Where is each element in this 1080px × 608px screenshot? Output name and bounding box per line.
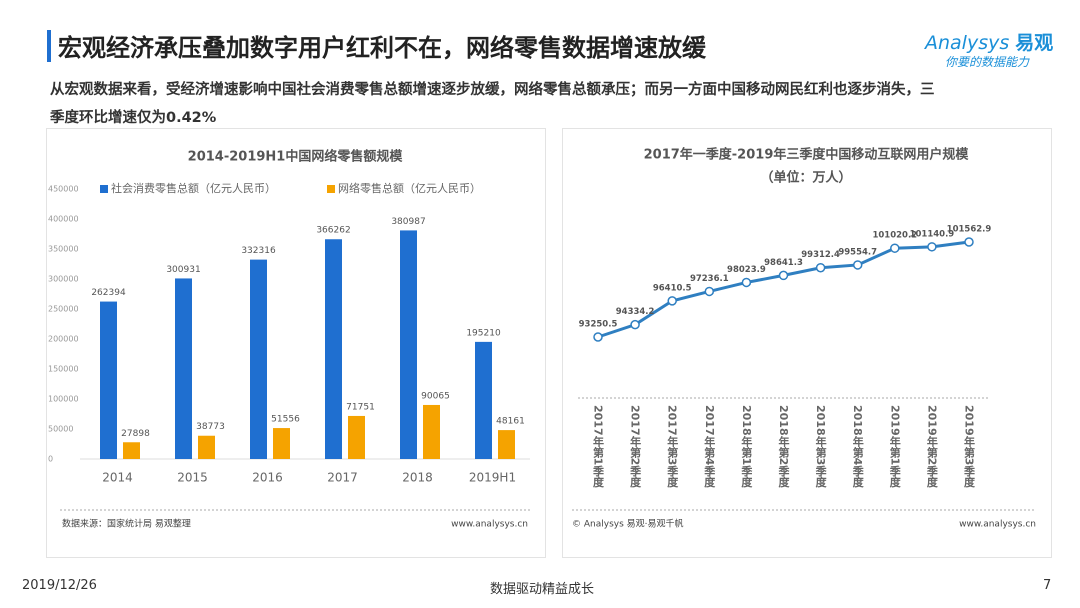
y-tick-label: 250000	[48, 305, 79, 314]
panel	[562, 128, 1052, 558]
point	[741, 277, 752, 288]
chart-title: 2014-2019H1中国网络零售额规模	[188, 149, 404, 165]
value-label: 195210	[466, 328, 501, 338]
value-label: 101020.2	[872, 231, 917, 241]
point	[667, 296, 677, 306]
x-tick-label: 2017年第1季度	[592, 405, 606, 488]
bar	[475, 341, 492, 459]
source: © Analysys 易观·易观千帆	[572, 518, 684, 530]
x-tick-label: 2018年第3季度	[814, 405, 828, 488]
site: www.analysys.cn	[959, 520, 1036, 530]
logo-slogan: 你要的数据能力	[945, 55, 1030, 69]
bar	[100, 301, 117, 459]
source: 数据来源：国家统计局 易观整理	[62, 518, 191, 530]
value-label: 99554.7	[838, 247, 877, 257]
y-tick-label: 300000	[48, 275, 79, 284]
y-tick-label: 100000	[48, 395, 79, 404]
y-tick-label: 50000	[48, 425, 73, 434]
subtitle-line: 季度环比增速仅为0.42%	[50, 110, 217, 126]
site: www.analysys.cn	[451, 520, 528, 530]
point	[890, 243, 900, 253]
legend-label: 网络零售总额（亿元人民币）	[338, 181, 481, 195]
x-tick-label: 2017年第3季度	[666, 405, 680, 488]
bar	[325, 239, 342, 459]
x-tick-label: 2017	[327, 471, 358, 485]
value-label: 38773	[196, 422, 225, 432]
title-accent	[47, 30, 51, 62]
value-label: 71751	[346, 402, 375, 412]
bar	[423, 404, 440, 459]
bar	[498, 430, 515, 459]
bar	[198, 435, 215, 459]
page-number: 7	[1043, 578, 1052, 593]
logo-cn: 易观	[1015, 32, 1054, 54]
x-tick-label: 2018	[402, 471, 433, 485]
logo: Analysys 易观	[925, 28, 1053, 55]
panel	[46, 128, 546, 558]
value-label: 98641.3	[764, 258, 803, 268]
y-tick-label: 350000	[48, 245, 79, 254]
bar	[123, 442, 140, 459]
chart-subtitle: （单位：万人）	[760, 170, 851, 186]
bar	[348, 415, 365, 459]
point	[852, 260, 863, 270]
x-tick-label: 2019年第1季度	[888, 405, 902, 488]
value-label: 380987	[391, 217, 425, 227]
bar	[400, 230, 417, 459]
y-tick-label: 0	[48, 455, 53, 464]
y-tick-label: 200000	[48, 335, 79, 344]
x-tick-label: 2015	[177, 471, 208, 485]
value-label: 99312.4	[801, 250, 840, 260]
x-tick-label: 2016	[252, 471, 283, 485]
y-tick-label: 150000	[48, 365, 79, 374]
x-tick-label: 2019年第2季度	[925, 405, 939, 488]
footer-date: 2019/12/26	[22, 578, 97, 593]
value-label: 90065	[421, 391, 450, 401]
value-label: 96410.5	[653, 283, 692, 293]
x-tick-label: 2018年第1季度	[740, 405, 754, 488]
point	[778, 270, 789, 281]
x-tick-label: 2018年第2季度	[777, 405, 791, 488]
y-tick-label: 450000	[48, 185, 79, 194]
slide-title: 宏观经济承压叠加数字用户红利不在，网络零售数据增速放缓	[58, 34, 706, 62]
chart-title: 2017年一季度-2019年三季度中国移动互联网用户规模	[644, 147, 970, 163]
value-label: 51556	[271, 415, 300, 425]
bar	[250, 259, 267, 459]
x-tick-label: 2017年第4季度	[703, 405, 717, 488]
point	[964, 237, 974, 247]
point	[815, 262, 826, 273]
legend-swatch	[327, 185, 335, 193]
value-label: 27898	[121, 429, 150, 439]
value-label: 97236.1	[690, 274, 729, 284]
point	[704, 286, 715, 297]
value-label: 366262	[316, 226, 350, 236]
value-label: 101140.9	[910, 229, 955, 239]
point	[630, 319, 640, 330]
value-label: 94334.2	[616, 307, 655, 317]
value-label: 98023.9	[727, 265, 766, 275]
x-tick-label: 2019年第3季度	[963, 405, 977, 488]
x-tick-label: 2017年第2季度	[629, 405, 643, 488]
logo-text: Analysys	[925, 32, 1010, 54]
value-label: 93250.5	[579, 320, 618, 330]
value-label: 101562.9	[947, 225, 992, 235]
y-tick-label: 400000	[48, 215, 79, 224]
legend-label: 社会消费零售总额（亿元人民币）	[111, 181, 276, 195]
x-tick-label: 2018年第4季度	[851, 405, 865, 488]
point	[927, 242, 937, 252]
x-tick-label: 2014	[102, 471, 133, 485]
point	[593, 332, 603, 342]
value-label: 300931	[166, 265, 200, 275]
value-label: 332316	[241, 246, 276, 256]
bar	[273, 428, 290, 459]
value-label: 262394	[91, 288, 126, 298]
subtitle-line: 从宏观数据来看，受经济增速影响中国社会消费零售总额增速逐步放缓，网络零售总额承压…	[50, 82, 935, 98]
legend-swatch	[100, 185, 108, 193]
x-tick-label: 2019H1	[469, 471, 516, 485]
bar	[175, 278, 192, 459]
footer-motto: 数据驱动精益成长	[490, 582, 595, 597]
value-label: 48161	[496, 417, 525, 427]
